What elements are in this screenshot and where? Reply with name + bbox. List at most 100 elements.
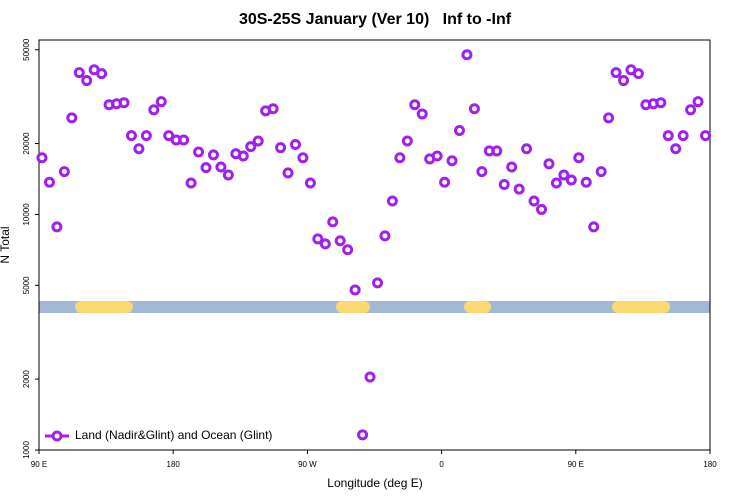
- legend-label: Land (Nadir&Glint) and Ocean (Glint): [75, 428, 272, 442]
- data-point: [558, 169, 570, 181]
- data-point: [96, 68, 108, 80]
- data-point: [513, 183, 525, 195]
- data-point: [193, 146, 205, 158]
- data-point: [185, 177, 197, 189]
- data-point: [371, 277, 383, 289]
- data-point: [155, 96, 167, 108]
- data-point: [327, 216, 339, 228]
- data-point: [319, 238, 331, 250]
- data-point: [379, 230, 391, 242]
- data-point: [610, 67, 622, 79]
- data-point: [521, 143, 533, 155]
- land-band: [75, 301, 133, 313]
- x-tick-label: 90 E: [31, 460, 47, 469]
- data-point: [461, 49, 473, 61]
- y-tick-label: 20000: [22, 132, 31, 155]
- land-band: [336, 301, 370, 313]
- data-point: [267, 103, 279, 115]
- data-point: [550, 177, 562, 189]
- data-point: [275, 142, 287, 154]
- x-tick-label: 180: [703, 460, 717, 469]
- data-point: [632, 68, 644, 80]
- chart-title: 30S-25S January (Ver 10) Inf to -Inf: [239, 11, 512, 28]
- data-point: [700, 130, 712, 142]
- data-point: [36, 152, 48, 164]
- data-point: [394, 152, 406, 164]
- data-point: [476, 166, 488, 178]
- data-point: [349, 284, 361, 296]
- data-point: [304, 177, 316, 189]
- data-point: [200, 162, 212, 174]
- data-point: [401, 135, 413, 147]
- data-point: [439, 176, 451, 188]
- data-point: [677, 130, 689, 142]
- data-point: [148, 104, 160, 116]
- data-point: [536, 203, 548, 215]
- data-point: [416, 108, 428, 120]
- data-point: [670, 143, 682, 155]
- data-point: [386, 195, 398, 207]
- data-point: [603, 112, 615, 124]
- data-point: [133, 143, 145, 155]
- data-point: [289, 139, 301, 151]
- data-point: [237, 150, 249, 162]
- data-point: [312, 233, 324, 245]
- data-point: [357, 429, 369, 441]
- land-band: [612, 301, 670, 313]
- y-tick-label: 2000: [22, 370, 31, 388]
- data-point: [580, 176, 592, 188]
- data-point: [491, 145, 503, 157]
- data-point: [588, 221, 600, 233]
- data-point: [334, 235, 346, 247]
- data-point: [282, 167, 294, 179]
- data-point: [543, 158, 555, 170]
- x-tick-label: 90 W: [298, 460, 317, 469]
- ocean-band: [39, 301, 710, 313]
- data-point: [140, 130, 152, 142]
- y-tick-label: 5000: [22, 276, 31, 294]
- data-point: [118, 97, 130, 109]
- data-point: [446, 155, 458, 167]
- x-tick-label: 180: [167, 460, 181, 469]
- data-point: [565, 174, 577, 186]
- data-point: [573, 152, 585, 164]
- data-point: [595, 166, 607, 178]
- data-point: [662, 130, 674, 142]
- y-tick-label: 10000: [22, 203, 31, 226]
- y-tick-label: 50000: [22, 38, 31, 61]
- data-point: [252, 135, 264, 147]
- data-point: [364, 371, 376, 383]
- data-point: [222, 169, 234, 181]
- data-point: [618, 75, 630, 87]
- surface-band: [39, 301, 710, 313]
- data-point: [125, 130, 137, 142]
- data-point: [163, 130, 175, 142]
- x-axis-label: Longitude (deg E): [327, 476, 422, 490]
- data-point: [58, 166, 70, 178]
- x-tick-label: 0: [439, 460, 444, 469]
- data-point: [43, 176, 55, 188]
- data-point: [297, 152, 309, 164]
- data-point: [51, 221, 63, 233]
- x-tick-label: 90 E: [568, 460, 584, 469]
- land-band: [464, 301, 491, 313]
- data-point: [692, 96, 704, 108]
- data-point: [685, 104, 697, 116]
- data-point: [453, 125, 465, 137]
- y-tick-label: 1000: [22, 441, 31, 459]
- data-point: [528, 195, 540, 207]
- data-point: [468, 103, 480, 115]
- data-point: [655, 97, 667, 109]
- data-point: [73, 67, 85, 79]
- data-point: [215, 161, 227, 173]
- legend-marker: [51, 430, 63, 442]
- data-point: [81, 75, 93, 87]
- data-point: [207, 149, 219, 161]
- data-point: [178, 134, 190, 146]
- data-point: [245, 141, 257, 153]
- y-axis-label: N Total: [0, 226, 12, 263]
- data-point: [409, 99, 421, 111]
- data-point: [506, 161, 518, 173]
- data-point: [66, 112, 78, 124]
- data-point: [342, 244, 354, 256]
